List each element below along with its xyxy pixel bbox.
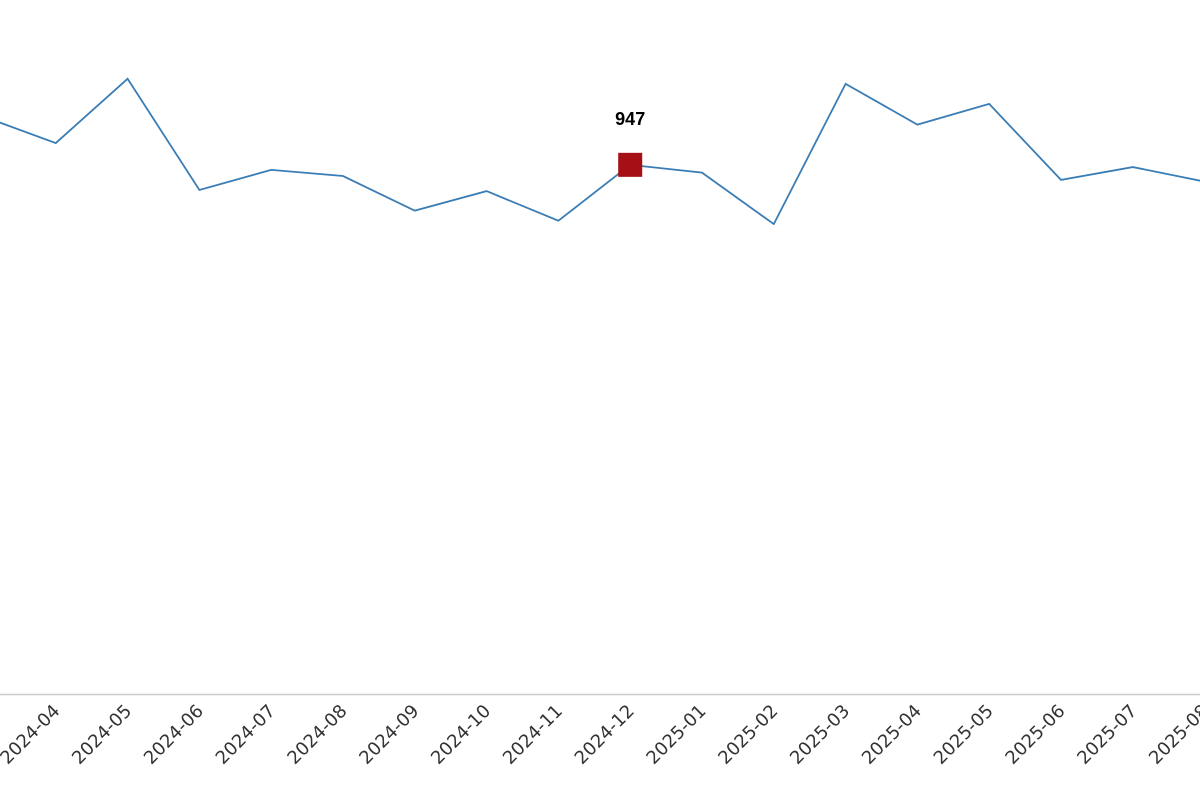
- x-tick-label: 2024-10: [427, 701, 495, 769]
- value-label: 947: [615, 109, 645, 129]
- x-tick-label: 2024-12: [571, 701, 639, 769]
- line: [0, 77, 1200, 226]
- x-tick-label: 2024-06: [140, 701, 208, 769]
- x-tick-label: 2024-11: [499, 701, 567, 769]
- x-tick-label: 2024-08: [283, 701, 351, 769]
- x-tick-label: 2024-07: [212, 701, 280, 769]
- x-tick-label: 2025-02: [714, 701, 782, 769]
- highlight-marker: [618, 152, 643, 177]
- x-tick-label: 2025-07: [1073, 701, 1141, 769]
- x-tick-label: 2025-06: [1001, 701, 1069, 769]
- x-tick-label: 2024-05: [68, 701, 136, 769]
- x-tick-label: 2025-08: [1145, 701, 1200, 769]
- x-tick-label: 2024-09: [355, 701, 423, 769]
- x-tick-label: 2025-05: [930, 701, 998, 769]
- x-tick-label: 2025-03: [786, 701, 854, 769]
- x-tick-label: 2024-04: [0, 701, 64, 769]
- x-tick-label: 2025-01: [642, 701, 710, 769]
- x-tick-label: 2025-04: [858, 701, 926, 769]
